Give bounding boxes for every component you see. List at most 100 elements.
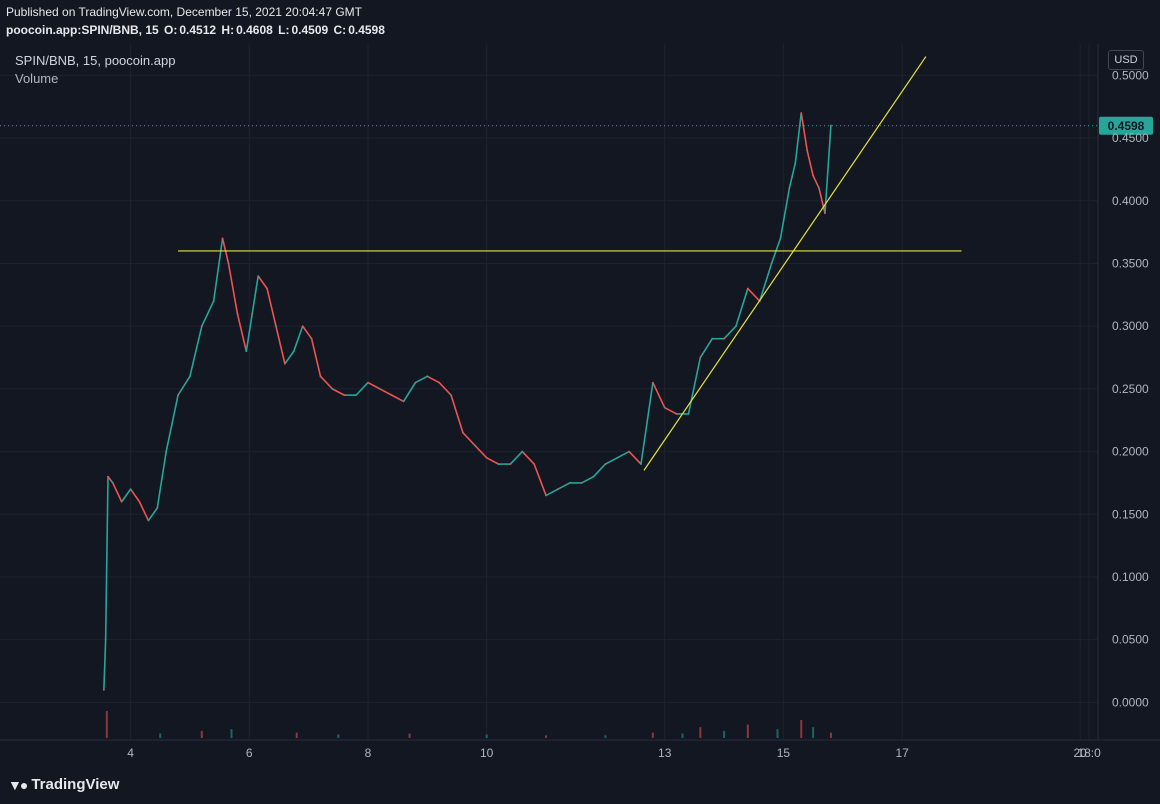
price-segment	[236, 313, 248, 352]
price-segment	[723, 325, 737, 340]
price-segment	[616, 450, 630, 459]
volume-bar	[337, 734, 340, 738]
price-point	[266, 287, 268, 290]
volume-bar	[545, 735, 548, 738]
price-point	[257, 275, 260, 277]
price-point	[104, 638, 107, 641]
volume-bar	[699, 727, 702, 738]
price-point	[699, 356, 702, 359]
x-tick-label: 10	[480, 746, 494, 760]
price-point	[138, 500, 141, 503]
last-price-label: 0.4598	[1108, 119, 1145, 133]
price-segment	[319, 375, 333, 390]
volume-bar	[200, 730, 203, 738]
y-tick-label: 0.4500	[1112, 131, 1149, 145]
price-segment	[687, 357, 702, 415]
price-segment	[800, 112, 808, 151]
price-point	[592, 475, 595, 478]
price-point	[485, 456, 488, 459]
price-segment	[257, 275, 268, 290]
price-point	[616, 456, 619, 459]
price-point	[509, 463, 512, 466]
last-price: 0.4598	[0, 116, 1153, 135]
price-segment	[462, 432, 476, 446]
price-segment	[355, 382, 369, 396]
price-point	[735, 325, 737, 328]
volume-bar	[776, 729, 779, 738]
price-point	[438, 381, 441, 384]
price-segment	[391, 394, 404, 403]
price-point	[251, 312, 254, 315]
price-point	[355, 394, 358, 397]
price-segment	[147, 507, 158, 522]
volume-bar	[651, 732, 654, 738]
x-tick-label: 17	[895, 746, 909, 760]
price-segment	[103, 639, 107, 690]
price-segment	[521, 451, 535, 465]
close-label: C:	[333, 23, 347, 37]
tradingview-icon: ▼●	[8, 776, 28, 793]
price-segment	[212, 238, 224, 302]
volume-bar	[812, 727, 815, 738]
price-segment	[758, 263, 773, 302]
price-segment	[156, 451, 167, 509]
price-segment	[266, 288, 277, 327]
legend-volume[interactable]: Volume	[15, 71, 59, 86]
price-segment	[824, 125, 832, 214]
open-label: O:	[164, 23, 178, 37]
currency-button[interactable]: USD	[1108, 50, 1144, 70]
ohlc-readout: poocoin.app:SPIN/BNB, 15 O: 0.4512 H: 0.46…	[6, 23, 387, 37]
price-point	[292, 350, 295, 353]
trend-line-drawing	[643, 56, 927, 471]
price-point	[800, 112, 803, 114]
price-point	[111, 482, 114, 484]
x-tick-label: 8	[365, 746, 372, 760]
volume-bar	[604, 735, 607, 738]
price-point	[818, 187, 820, 190]
price-point	[746, 287, 749, 290]
price-segment	[605, 457, 618, 465]
price-point	[319, 375, 322, 378]
price-point	[189, 375, 191, 378]
price-point	[794, 162, 797, 165]
price-point	[156, 507, 159, 509]
published-info: Published on TradingView.com, December 1…	[6, 5, 362, 19]
price-segment	[426, 375, 440, 384]
price-point	[663, 406, 666, 409]
price-point	[779, 237, 782, 240]
price-point	[770, 262, 773, 265]
price-point	[107, 475, 109, 478]
legend-title[interactable]: SPIN/BNB, 15, poocoin.app	[15, 53, 176, 68]
price-point	[824, 212, 826, 215]
y-tick-label: 0.3000	[1112, 319, 1149, 333]
low-value: 0.4509	[291, 23, 329, 37]
price-segment	[165, 394, 179, 452]
price-point	[378, 387, 381, 390]
volume-bar	[723, 730, 726, 738]
volume-bar	[829, 732, 832, 738]
price-segment	[640, 382, 654, 465]
price-segment	[788, 162, 797, 189]
tradingview-logo[interactable]: ▼● TradingView	[8, 776, 119, 793]
price-segment	[293, 325, 304, 352]
x-tick-label: 18:0	[1077, 746, 1101, 760]
volume-bar	[408, 733, 411, 738]
price-point	[604, 463, 607, 466]
price-point	[533, 463, 536, 466]
price-segment	[302, 325, 313, 340]
price-point	[580, 482, 583, 484]
price-segment	[438, 382, 452, 396]
volume-bar	[230, 729, 233, 738]
price-point	[310, 337, 313, 340]
price-point	[236, 312, 239, 315]
last-price-badge	[1099, 116, 1153, 135]
price-segment	[189, 325, 203, 377]
price-segment	[486, 457, 499, 465]
volume-bar	[159, 733, 162, 738]
low-label: L:	[278, 23, 290, 37]
price-point	[221, 237, 224, 240]
volume-bar	[681, 733, 684, 738]
price-segment	[664, 406, 677, 415]
